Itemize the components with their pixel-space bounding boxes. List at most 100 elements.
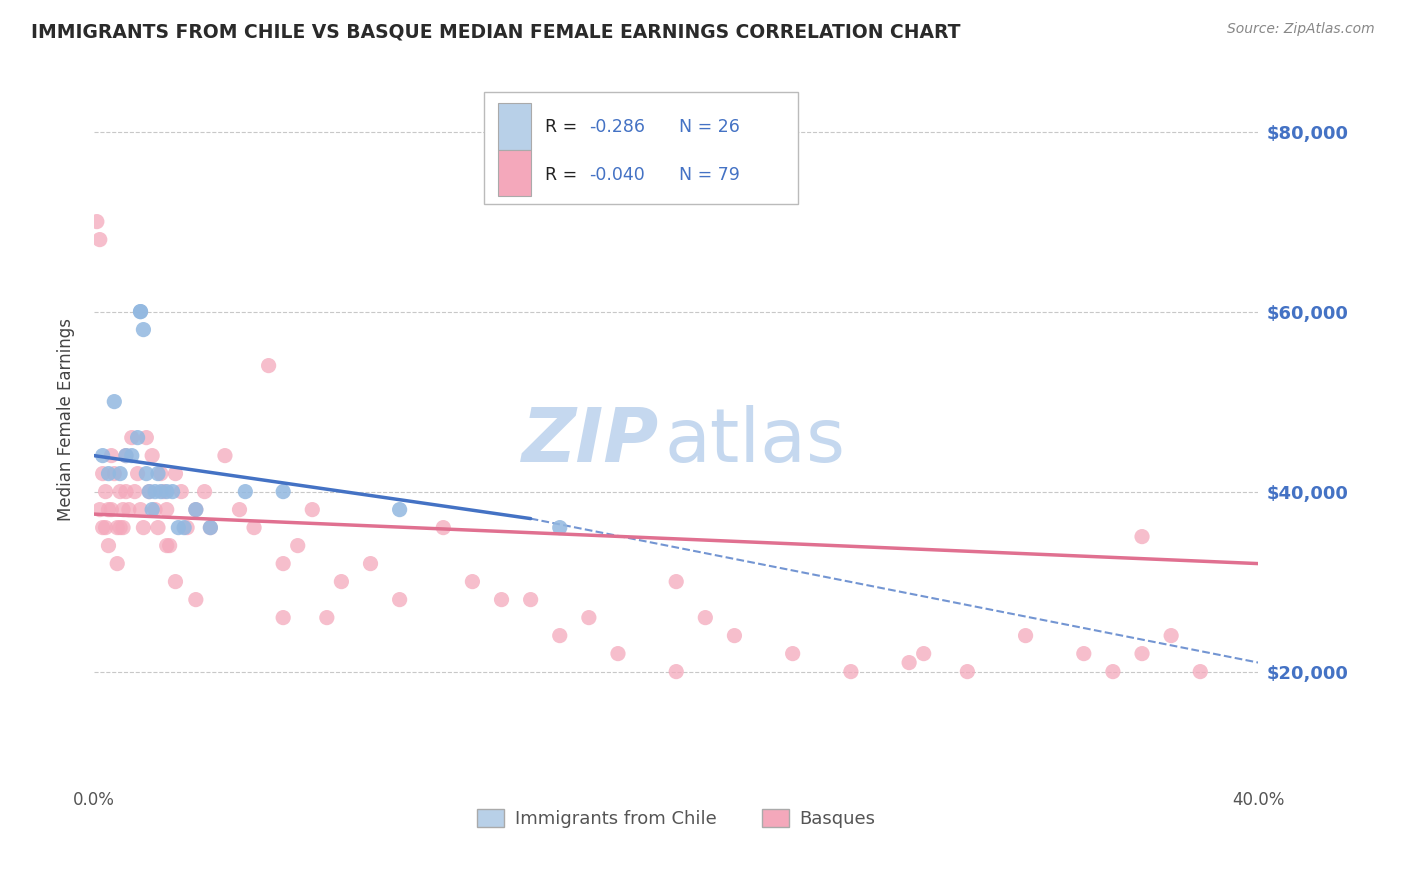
Point — [578, 610, 600, 624]
Point — [103, 467, 125, 481]
Point — [1189, 665, 1212, 679]
Point — [124, 484, 146, 499]
Point — [138, 484, 160, 499]
Text: IMMIGRANTS FROM CHILE VS BASQUE MEDIAN FEMALE EARNINGS CORRELATION CHART: IMMIGRANTS FROM CHILE VS BASQUE MEDIAN F… — [31, 22, 960, 41]
Point — [167, 520, 190, 534]
Point — [105, 520, 128, 534]
Point — [143, 502, 166, 516]
Point — [129, 502, 152, 516]
Point — [360, 557, 382, 571]
Point — [184, 592, 207, 607]
Point — [146, 520, 169, 534]
Point — [108, 467, 131, 481]
Point — [103, 394, 125, 409]
Point — [129, 304, 152, 318]
Point — [127, 467, 149, 481]
Point — [108, 484, 131, 499]
Point — [143, 484, 166, 499]
Point — [97, 502, 120, 516]
Point — [165, 574, 187, 589]
Point — [141, 449, 163, 463]
Point — [162, 484, 184, 499]
Point — [149, 484, 172, 499]
Point — [301, 502, 323, 516]
Point — [1014, 629, 1036, 643]
Point — [115, 449, 138, 463]
Point — [91, 520, 114, 534]
FancyBboxPatch shape — [498, 103, 530, 150]
Point — [100, 449, 122, 463]
Point — [159, 539, 181, 553]
Point — [89, 502, 111, 516]
Point — [315, 610, 337, 624]
Point — [548, 520, 571, 534]
Legend: Immigrants from Chile, Basques: Immigrants from Chile, Basques — [470, 802, 883, 836]
Point — [193, 484, 215, 499]
Point — [97, 539, 120, 553]
Point — [156, 539, 179, 553]
Point — [156, 484, 179, 499]
Point — [1160, 629, 1182, 643]
Point — [176, 520, 198, 534]
Point — [112, 502, 135, 516]
Point — [388, 502, 411, 516]
Point — [184, 502, 207, 516]
Point — [118, 502, 141, 516]
Point — [607, 647, 630, 661]
Point — [782, 647, 804, 661]
Point — [89, 233, 111, 247]
Point — [200, 520, 222, 534]
Point — [132, 323, 155, 337]
Point — [839, 665, 862, 679]
Point — [121, 431, 143, 445]
Point — [214, 449, 236, 463]
Point — [115, 449, 138, 463]
Point — [129, 304, 152, 318]
Point — [138, 484, 160, 499]
Point — [257, 359, 280, 373]
Point — [491, 592, 513, 607]
Point — [156, 502, 179, 516]
Text: R =: R = — [544, 166, 582, 184]
Text: Source: ZipAtlas.com: Source: ZipAtlas.com — [1227, 22, 1375, 37]
Y-axis label: Median Female Earnings: Median Female Earnings — [58, 318, 75, 521]
Point — [200, 520, 222, 534]
Point — [330, 574, 353, 589]
Text: atlas: atlas — [665, 405, 845, 478]
Point — [105, 557, 128, 571]
Point — [1073, 647, 1095, 661]
Point — [121, 449, 143, 463]
Point — [100, 502, 122, 516]
Point — [127, 431, 149, 445]
Text: ZIP: ZIP — [522, 405, 659, 478]
Point — [153, 484, 176, 499]
Point — [271, 610, 294, 624]
Point — [141, 502, 163, 516]
Point — [1130, 530, 1153, 544]
Point — [108, 520, 131, 534]
Point — [94, 484, 117, 499]
Point — [233, 484, 256, 499]
Point — [135, 431, 157, 445]
Point — [898, 656, 921, 670]
Point — [228, 502, 250, 516]
Text: N = 79: N = 79 — [679, 166, 740, 184]
Point — [170, 484, 193, 499]
Point — [956, 665, 979, 679]
Text: -0.286: -0.286 — [589, 118, 645, 136]
Point — [112, 520, 135, 534]
Text: R =: R = — [544, 118, 582, 136]
Point — [1102, 665, 1125, 679]
Point — [135, 467, 157, 481]
Point — [519, 592, 541, 607]
Point — [149, 467, 172, 481]
Point — [184, 502, 207, 516]
Point — [432, 520, 454, 534]
Point — [548, 629, 571, 643]
Point — [723, 629, 745, 643]
Text: N = 26: N = 26 — [679, 118, 740, 136]
Point — [1130, 647, 1153, 661]
Point — [271, 484, 294, 499]
Point — [86, 214, 108, 228]
Point — [91, 449, 114, 463]
